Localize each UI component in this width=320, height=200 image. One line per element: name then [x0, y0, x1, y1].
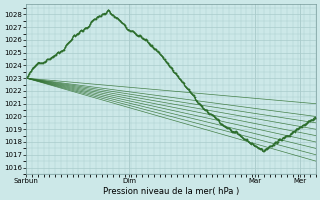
X-axis label: Pression niveau de la mer( hPa ): Pression niveau de la mer( hPa )	[103, 187, 239, 196]
